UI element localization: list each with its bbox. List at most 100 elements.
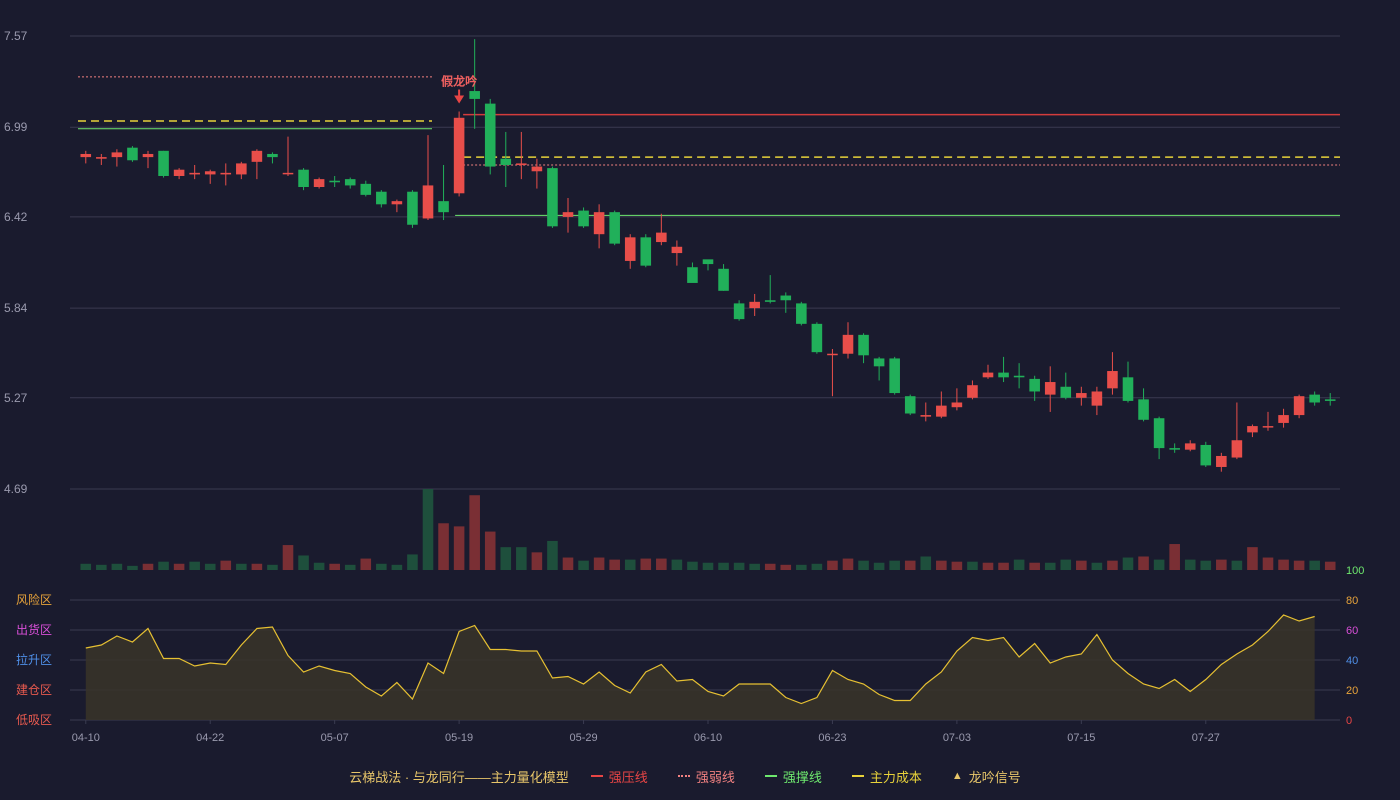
candle-body — [547, 168, 558, 227]
candle-body — [1153, 418, 1165, 449]
candle-body — [609, 212, 620, 244]
volume-bar — [1278, 559, 1289, 570]
candle-body — [858, 334, 869, 356]
legend-item-main-cost[interactable]: 主力成本 — [851, 767, 922, 786]
volume-bar — [96, 564, 107, 570]
volume-bar — [111, 563, 123, 570]
candle-body — [593, 212, 605, 235]
candle-body — [671, 246, 683, 254]
signal-label: 假龙吟 — [441, 74, 477, 89]
volume-bar — [904, 560, 916, 570]
legend-swatch-support — [764, 775, 777, 777]
volume-bar — [267, 564, 278, 570]
volume-bar — [189, 561, 200, 570]
volume-bar — [827, 560, 838, 570]
volume-bar — [749, 563, 760, 570]
volume-bar — [376, 563, 387, 570]
volume-bar — [842, 558, 854, 570]
legend-label: 主力成本 — [869, 769, 922, 785]
volume-bar — [640, 558, 652, 570]
volume-bar — [127, 565, 138, 570]
x-tick-label: 07-03 — [943, 732, 971, 744]
volume-bar — [1293, 560, 1305, 570]
candle-body — [127, 147, 138, 161]
legend-label: 强撑线 — [782, 769, 822, 785]
volume-bar — [733, 562, 745, 570]
zone-label: 出货区 — [16, 622, 52, 637]
indicator-tick-label: 20 — [1346, 685, 1358, 697]
chart-canvas[interactable]: 4.69 5.27 5.84 6.42 6.99 7.57 0 20 40 60 80 100 风险区出… — [0, 0, 1400, 760]
volume-bar — [204, 563, 216, 570]
indicator-tick-label: 0 — [1346, 715, 1352, 727]
price-tick-label: 4.69 — [4, 482, 28, 496]
volume-bar — [920, 556, 932, 570]
legend-item-strong-pressure[interactable]: 强压线 — [590, 767, 648, 786]
candle-body — [407, 191, 418, 225]
candle-body — [796, 303, 807, 324]
candle-body — [1231, 440, 1243, 458]
volume-bar — [1324, 561, 1336, 570]
signal-arrow-icon — [454, 95, 465, 104]
candle-body — [811, 323, 823, 353]
candle-body — [251, 150, 263, 162]
legend-swatch-main-cost — [851, 775, 864, 777]
volume-bar — [951, 561, 963, 570]
legend-label: 强弱线 — [695, 769, 735, 785]
candle-body — [718, 268, 729, 291]
indicator-line — [85, 614, 1315, 705]
x-tick-label: 07-27 — [1192, 732, 1220, 744]
candle-body — [516, 163, 527, 165]
x-tick-label: 04-10 — [72, 732, 100, 744]
volume-bar — [329, 563, 340, 570]
volume-bar — [889, 560, 900, 570]
legend-item-support[interactable]: 强撑线 — [764, 767, 822, 786]
candle-body — [484, 103, 496, 167]
volume-bar — [484, 531, 496, 570]
candle-body — [267, 153, 278, 158]
legend-item-signal[interactable]: ▲ 龙吟信号 — [952, 767, 1021, 786]
volume-bar — [282, 545, 294, 570]
volume-bar — [796, 564, 807, 570]
volume-bar — [453, 526, 465, 570]
candle-body — [889, 358, 900, 394]
volume-bar — [531, 552, 543, 570]
candle-body — [298, 169, 309, 187]
volume-bar — [220, 560, 232, 570]
candle-body — [391, 201, 403, 205]
candle-body — [998, 372, 1009, 378]
indicator-tick-label: 40 — [1346, 655, 1358, 667]
volume-bar — [313, 562, 325, 570]
candle-body — [1107, 371, 1118, 389]
candle-body — [282, 172, 294, 175]
volume-bar — [500, 547, 512, 570]
x-tick-label: 05-29 — [569, 732, 597, 744]
candle-body — [951, 402, 963, 408]
volume-bar — [1216, 559, 1227, 570]
candle-body — [158, 150, 169, 176]
candle-body — [749, 301, 760, 309]
volume-bar — [360, 558, 372, 570]
candle-body — [1247, 426, 1258, 433]
x-tick-label: 07-15 — [1067, 732, 1095, 744]
volume-bar — [873, 562, 885, 570]
volume-bar — [1060, 559, 1072, 570]
volume-bar — [1262, 557, 1274, 570]
volume-bar — [764, 563, 776, 570]
candle-body — [500, 158, 512, 165]
volume-bar — [811, 563, 823, 570]
volume-bar — [1029, 562, 1040, 570]
volume-bar — [1169, 544, 1180, 570]
zone-label: 建仓区 — [16, 683, 52, 697]
x-tick-label: 06-23 — [818, 732, 846, 744]
candle-body — [1076, 393, 1087, 398]
price-tick-label: 6.99 — [4, 120, 28, 134]
legend-label: 强压线 — [608, 769, 648, 785]
candle-body — [1184, 443, 1196, 450]
legend-item-strength-line[interactable]: 强弱线 — [677, 767, 735, 786]
candle-body — [733, 303, 745, 320]
candle-body — [80, 153, 92, 158]
candle-body — [904, 396, 916, 414]
candle-body — [1029, 378, 1040, 392]
candle-body — [687, 267, 698, 283]
candle-body — [1060, 386, 1072, 398]
